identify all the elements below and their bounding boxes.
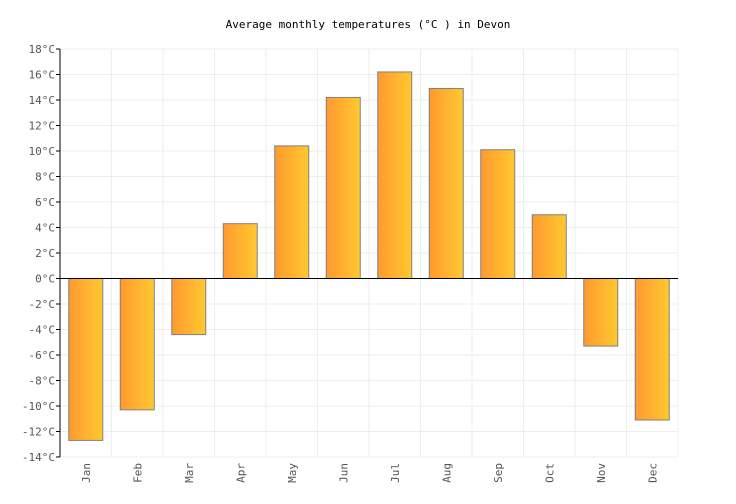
- x-tick-label: Dec: [646, 463, 659, 483]
- y-tick-label: -2°C: [29, 298, 56, 311]
- y-tick-label: 10°C: [29, 145, 56, 158]
- x-tick-label: Nov: [595, 463, 608, 483]
- bar-mar: [171, 278, 207, 336]
- bar-nov: [583, 278, 619, 347]
- y-tick-label: -6°C: [29, 349, 56, 362]
- y-tick-label: 4°C: [35, 222, 55, 235]
- y-tick-label: 6°C: [35, 196, 55, 209]
- x-tick-label: Jul: [389, 463, 402, 483]
- x-tick-label: Jan: [80, 463, 93, 483]
- x-tick-label: Oct: [543, 463, 556, 483]
- x-tick-label: Mar: [183, 463, 196, 483]
- y-tick-label: 16°C: [29, 69, 56, 82]
- x-tick-label: May: [286, 463, 299, 483]
- bar-sep: [480, 149, 516, 279]
- x-tick-label: Apr: [234, 463, 247, 483]
- y-tick-label: 12°C: [29, 120, 56, 133]
- chart-title: Average monthly temperatures (°C ) in De…: [226, 18, 511, 31]
- bar-jun: [325, 96, 361, 279]
- bar-dec: [634, 278, 670, 421]
- x-tick-label: Feb: [131, 463, 144, 483]
- y-tick-label: -4°C: [29, 324, 56, 337]
- y-tick-label: -8°C: [29, 375, 56, 388]
- y-axis: 18°C 16°C 14°C 12°C 10°C 8°C 6°C 4°C 2°C 0°C -2°C -…: [22, 43, 678, 464]
- y-tick-label: 2°C: [35, 247, 55, 260]
- bar-may: [274, 145, 310, 279]
- bar-oct: [531, 214, 567, 279]
- y-tick-label: -14°C: [22, 451, 55, 464]
- x-tick-label: Sep: [492, 463, 505, 483]
- y-tick-label: 14°C: [29, 94, 56, 107]
- y-tick-label: -12°C: [22, 426, 55, 439]
- bar-feb: [119, 278, 155, 411]
- y-tick-label: -10°C: [22, 400, 55, 413]
- y-tick-label: 8°C: [35, 171, 55, 184]
- bar-aug: [428, 88, 464, 280]
- x-tick-label: Jun: [337, 463, 350, 483]
- x-axis: Jan Feb Mar Apr May Jun Jul Aug Sep Oct Nov Dec: [80, 463, 660, 483]
- x-tick-label: Aug: [440, 463, 453, 483]
- y-tick-label: 0°C: [35, 273, 55, 286]
- y-tick-label: 18°C: [29, 43, 56, 56]
- bar-jul: [377, 71, 413, 279]
- bar-jan: [68, 278, 104, 441]
- bar-apr: [222, 223, 258, 280]
